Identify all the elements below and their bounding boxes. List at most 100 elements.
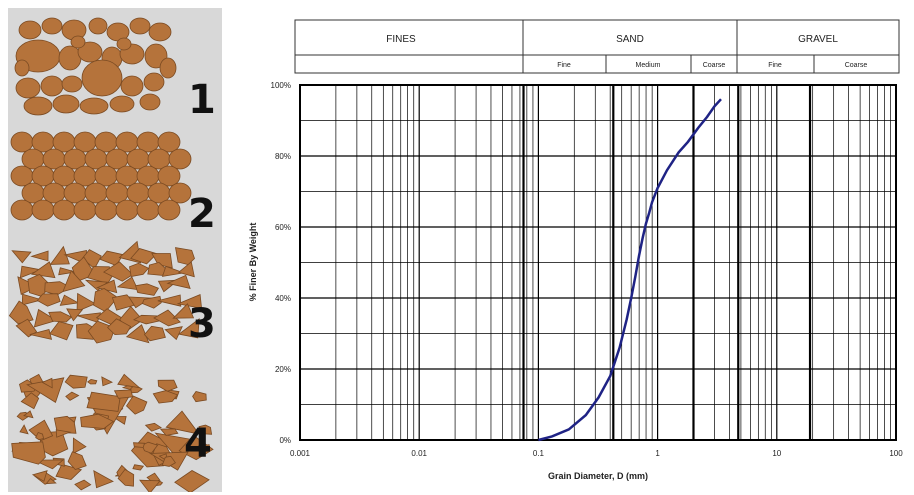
angular-grain xyxy=(99,250,124,266)
angular-mixed-grain xyxy=(67,451,87,470)
angular-mixed-grain xyxy=(132,464,145,471)
header-gravel: GRAVEL xyxy=(798,34,838,45)
uniform-grain xyxy=(157,199,181,221)
angular-grain xyxy=(116,276,139,291)
angular-grain xyxy=(143,325,166,342)
x-tick-label: 100 xyxy=(889,449,903,458)
sample-number-2: 2 xyxy=(188,191,216,237)
chart-grid xyxy=(299,84,896,441)
rounded-grain xyxy=(88,17,108,35)
angular-mixed-grain xyxy=(80,413,115,429)
angular-mixed-grain xyxy=(20,392,40,410)
x-tick-label: 0.001 xyxy=(290,449,311,458)
angular-mixed-grain xyxy=(117,468,135,487)
header-sand: SAND xyxy=(616,34,644,45)
y-tick-label: 20% xyxy=(275,365,291,374)
soil-class-header: FINES SAND GRAVEL Fine Medium Coarse Fin… xyxy=(294,19,900,74)
rounded-grain xyxy=(120,75,144,97)
angular-grain xyxy=(48,311,73,323)
rounded-grain xyxy=(23,96,53,116)
angular-grain xyxy=(172,303,195,319)
x-tick-label: 10 xyxy=(772,449,781,458)
angular-mixed-grain xyxy=(72,437,87,455)
angular-grain xyxy=(76,292,97,313)
angular-mixed-grain xyxy=(152,390,179,404)
angular-grain xyxy=(8,300,34,325)
angular-mixed-grain xyxy=(113,389,134,399)
sample-number-1: 1 xyxy=(188,77,216,123)
angular-mixed-grain xyxy=(74,479,92,491)
angular-mixed-grain xyxy=(31,470,48,482)
header-sand-fine: Fine xyxy=(557,62,571,69)
uniform-grain xyxy=(168,148,192,170)
angular-grain xyxy=(166,274,191,289)
angular-grain xyxy=(175,247,195,266)
angular-mixed-grain xyxy=(198,424,213,435)
header-gravel-coarse: Coarse xyxy=(845,62,868,69)
angular-grain xyxy=(130,248,158,265)
angular-mixed-grain xyxy=(192,391,207,403)
x-tick-label: 1 xyxy=(655,449,660,458)
rounded-grain xyxy=(41,17,63,35)
rounded-grain xyxy=(129,17,151,35)
angular-grain xyxy=(102,261,134,282)
angular-grain xyxy=(19,265,43,279)
angular-grain xyxy=(107,318,132,336)
gradation-curve xyxy=(538,98,722,442)
uniform-grain xyxy=(157,165,181,187)
sample-number-3: 3 xyxy=(188,301,216,347)
angular-mixed-grain xyxy=(125,395,148,415)
angular-grain xyxy=(49,321,74,341)
angular-mixed-grain xyxy=(87,378,98,385)
angular-grain xyxy=(164,326,183,341)
y-axis-label: % Finer By Weight xyxy=(248,223,258,302)
angular-grain xyxy=(11,250,32,264)
rounded-grain xyxy=(14,59,30,77)
angular-grain xyxy=(21,293,44,306)
angular-mixed-grain xyxy=(93,470,114,489)
y-tick-labels: 0% 20% 40% 60% 80% 100% xyxy=(271,81,291,445)
angular-grain xyxy=(176,294,203,309)
x-tick-label: 0.1 xyxy=(533,449,545,458)
header-sand-coarse: Coarse xyxy=(703,62,726,69)
angular-mixed-grain xyxy=(64,374,88,389)
rounded-grain xyxy=(143,72,165,92)
angular-grain xyxy=(153,309,181,327)
y-tick-label: 40% xyxy=(275,294,291,303)
angular-grain xyxy=(93,288,119,313)
rounded-grain xyxy=(15,77,41,99)
angular-grain xyxy=(157,294,182,307)
angular-grain xyxy=(135,283,159,296)
rounded-grain xyxy=(148,22,172,42)
angular-mixed-grain xyxy=(55,429,72,438)
y-tick-label: 80% xyxy=(275,152,291,161)
x-axis-label: Grain Diameter, D (mm) xyxy=(548,471,648,481)
x-tick-labels: 0.001 0.01 0.1 1 10 100 xyxy=(290,449,903,458)
angular-mixed-grain xyxy=(144,422,162,432)
rounded-grain xyxy=(61,75,83,93)
rounded-grain xyxy=(109,95,135,113)
sample-number-4: 4 xyxy=(184,421,212,467)
plot-frame xyxy=(299,84,897,441)
angular-mixed-grain xyxy=(45,477,57,485)
grain-class-boundaries xyxy=(522,85,812,440)
angular-mixed-grain xyxy=(174,470,210,492)
angular-mixed-grain xyxy=(133,442,146,448)
angular-grain xyxy=(30,261,56,279)
rounded-grain xyxy=(70,35,86,49)
angular-mixed-grain xyxy=(19,424,29,435)
angular-grain xyxy=(161,265,186,277)
angular-grain xyxy=(58,267,76,276)
angular-grain xyxy=(36,293,61,307)
angular-grain xyxy=(33,308,58,328)
angular-mixed-grain xyxy=(157,379,178,392)
uniform-grain xyxy=(157,131,181,153)
rounded-grain xyxy=(52,94,80,114)
angular-mixed-grain xyxy=(117,373,141,389)
header-fines: FINES xyxy=(386,34,416,45)
angular-mixed-grain xyxy=(41,377,53,389)
rounded-grain xyxy=(159,57,177,79)
rounded-grain xyxy=(116,37,132,51)
angular-grain xyxy=(62,269,86,293)
